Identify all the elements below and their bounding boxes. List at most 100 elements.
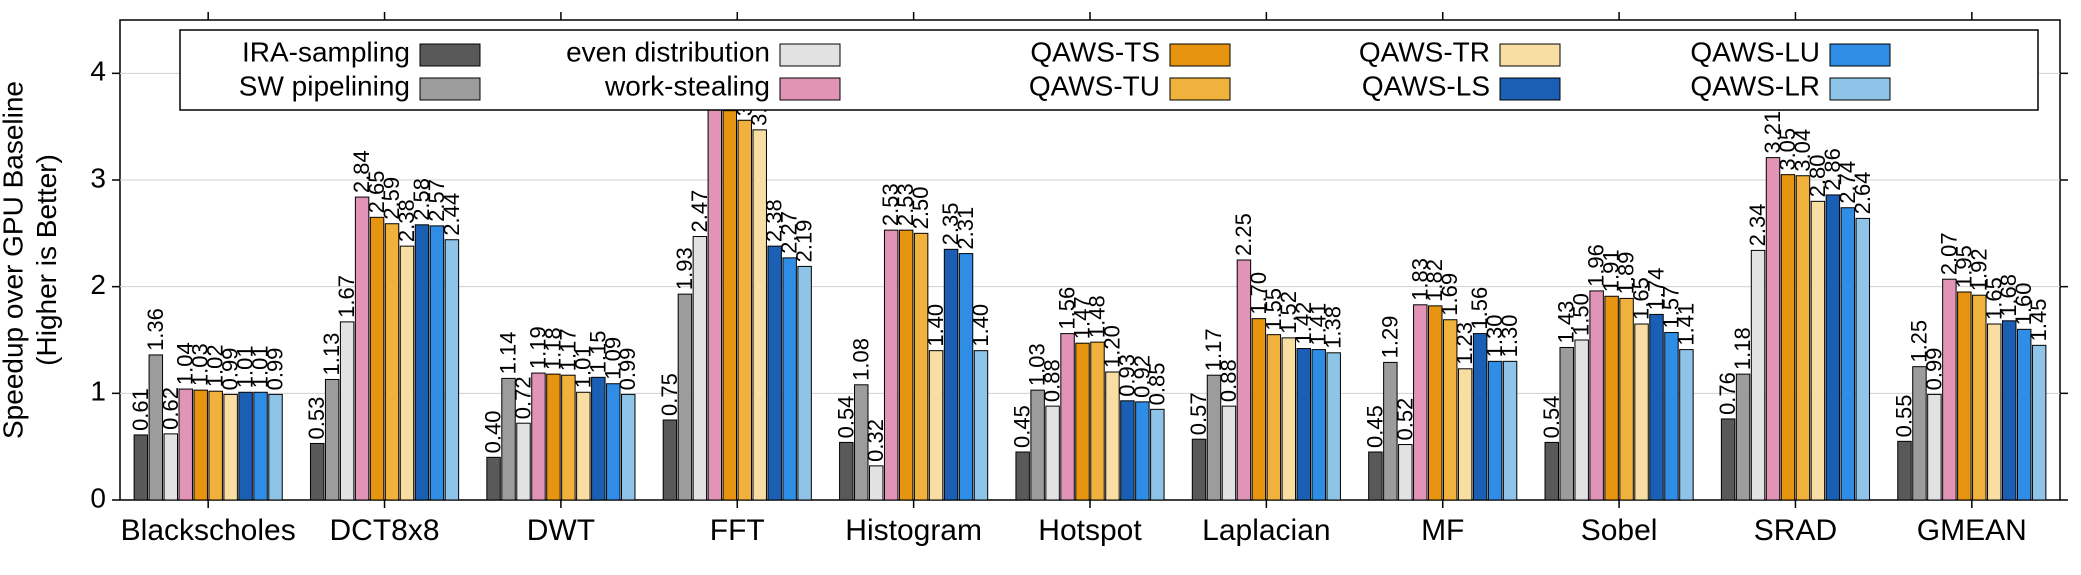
bar — [164, 434, 177, 500]
x-category-label: GMEAN — [1917, 514, 2027, 547]
bar — [1016, 452, 1029, 500]
y-tick-label: 4 — [90, 56, 106, 87]
bar — [269, 394, 282, 500]
bar — [194, 390, 207, 500]
bar — [1473, 334, 1486, 500]
bar — [1650, 314, 1663, 500]
bar — [1046, 406, 1059, 500]
legend-swatch — [780, 78, 840, 100]
bar — [1369, 452, 1382, 500]
bar — [607, 384, 620, 500]
bar — [1635, 324, 1648, 500]
bar — [224, 394, 237, 500]
legend-swatch — [420, 44, 480, 66]
bar — [209, 391, 222, 500]
legend-swatch — [1500, 78, 1560, 100]
bar — [1973, 295, 1986, 500]
x-category-label: Blackscholes — [121, 514, 296, 547]
bar-value-label: 2.44 — [439, 193, 464, 236]
bar — [1766, 158, 1779, 500]
x-category-label: DCT8x8 — [330, 514, 440, 547]
bar-value-label: 1.40 — [968, 304, 993, 347]
bar — [1928, 394, 1941, 500]
legend-label: IRA-sampling — [242, 37, 410, 68]
bar — [723, 111, 736, 500]
y-tick-label: 2 — [90, 269, 106, 300]
bar-value-label: 0.99 — [615, 348, 640, 391]
grouped-bar-chart: 01234Speedup over GPU Baseline(Higher is… — [0, 0, 2081, 575]
x-category-label: MF — [1421, 514, 1464, 547]
legend-label: QAWS-LS — [1362, 71, 1490, 102]
bar-value-label: 1.38 — [1321, 306, 1346, 349]
bar — [1267, 335, 1280, 500]
bar — [1252, 319, 1265, 500]
bar — [1192, 439, 1205, 500]
bar — [1620, 298, 1633, 500]
bar — [1988, 324, 2001, 500]
bar-value-label: 1.41 — [1673, 303, 1698, 346]
bar — [2002, 321, 2015, 500]
bar — [1458, 369, 1471, 500]
bar — [1061, 334, 1074, 500]
x-category-label: SRAD — [1754, 514, 1837, 547]
bar — [254, 392, 267, 500]
bar — [355, 197, 368, 500]
bar — [310, 443, 323, 500]
legend-label: QAWS-LR — [1690, 71, 1820, 102]
bar — [547, 374, 560, 500]
bar — [1488, 361, 1501, 500]
legend-swatch — [780, 44, 840, 66]
bar-value-label: 1.69 — [1437, 273, 1462, 316]
x-category-label: FFT — [710, 514, 765, 547]
bar — [974, 351, 987, 500]
bar — [1076, 343, 1089, 500]
bar — [944, 249, 957, 500]
bar — [1665, 333, 1678, 500]
bar-value-label: 0.85 — [1144, 363, 1169, 406]
bar — [592, 377, 605, 500]
bar — [1399, 445, 1412, 500]
x-category-label: Hotspot — [1038, 514, 1142, 547]
bar — [532, 373, 545, 500]
bar — [1898, 441, 1911, 500]
bar — [1958, 292, 1971, 500]
bar — [1327, 353, 1340, 500]
bar-value-label: 1.45 — [2026, 299, 2051, 342]
bar — [840, 442, 853, 500]
bar — [1605, 296, 1618, 500]
y-tick-label: 1 — [90, 376, 106, 407]
bar — [2017, 329, 2030, 500]
bar-value-label: 1.30 — [1497, 315, 1522, 358]
bar — [1121, 401, 1134, 500]
bar — [914, 233, 927, 500]
bar — [929, 351, 942, 500]
bar-value-label: 2.25 — [1231, 213, 1256, 256]
bar — [370, 217, 383, 500]
bar — [959, 254, 972, 500]
legend-label: QAWS-TU — [1029, 71, 1160, 102]
bar — [753, 130, 766, 500]
bar — [1680, 350, 1693, 500]
bar — [134, 435, 147, 500]
y-tick-label: 0 — [90, 482, 106, 513]
bar — [415, 225, 428, 500]
bar — [1503, 361, 1516, 500]
bar — [1841, 208, 1854, 500]
bar — [1590, 291, 1603, 500]
bar — [678, 294, 691, 500]
bar — [798, 266, 811, 500]
bar — [1575, 340, 1588, 500]
bar-value-label: 1.29 — [1377, 316, 1402, 359]
bar — [1297, 349, 1310, 500]
bar — [738, 120, 751, 500]
bar — [1721, 419, 1734, 500]
x-category-label: Laplacian — [1202, 514, 1330, 547]
bar — [239, 392, 252, 500]
bar — [1312, 350, 1325, 500]
bar — [562, 375, 575, 500]
bar — [430, 226, 443, 500]
y-tick-label: 3 — [90, 162, 106, 193]
bar — [768, 246, 781, 500]
legend-label: SW pipelining — [239, 71, 410, 102]
bar — [577, 392, 590, 500]
